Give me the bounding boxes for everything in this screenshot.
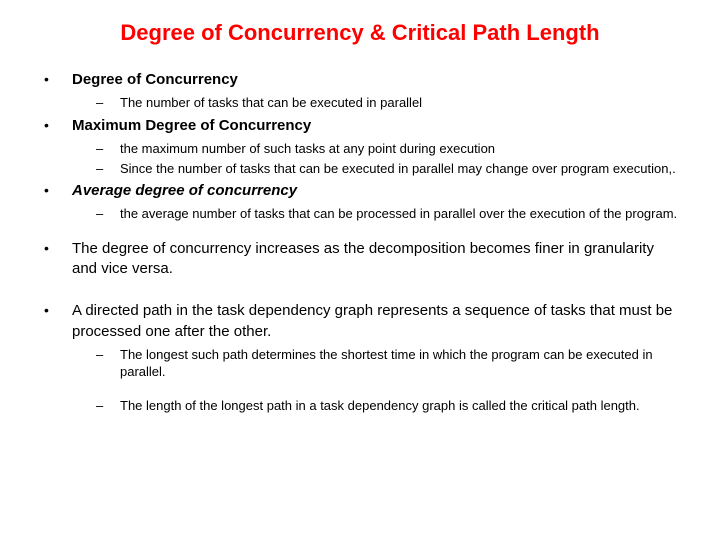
sub-text: The number of tasks that can be executed… — [120, 94, 422, 112]
sub-item: – The longest such path determines the s… — [96, 346, 680, 381]
sub-item: – Since the number of tasks that can be … — [96, 160, 680, 178]
bullet-marker: • — [40, 116, 72, 135]
bullet-item: • A directed path in the task dependency… — [40, 301, 680, 342]
bullet-heading: Average degree of concurrency — [72, 181, 297, 201]
bullet-item: • Degree of Concurrency — [40, 70, 680, 90]
sub-item: – The number of tasks that can be execut… — [96, 94, 680, 112]
sub-text: Since the number of tasks that can be ex… — [120, 160, 676, 178]
sub-text: The length of the longest path in a task… — [120, 397, 640, 415]
sub-item: – the maximum number of such tasks at an… — [96, 140, 680, 158]
bullet-heading: Maximum Degree of Concurrency — [72, 116, 311, 136]
bullet-marker: • — [40, 239, 72, 258]
sub-text: the maximum number of such tasks at any … — [120, 140, 495, 158]
sub-marker: – — [96, 346, 120, 364]
bullet-marker: • — [40, 181, 72, 200]
bullet-item: • Average degree of concurrency — [40, 181, 680, 201]
bullet-marker: • — [40, 70, 72, 89]
bullet-body: The degree of concurrency increases as t… — [72, 239, 680, 280]
sub-marker: – — [96, 94, 120, 112]
sub-marker: – — [96, 160, 120, 178]
slide-title: Degree of Concurrency & Critical Path Le… — [40, 20, 680, 46]
sub-marker: – — [96, 205, 120, 223]
sub-text: The longest such path determines the sho… — [120, 346, 680, 381]
bullet-marker: • — [40, 301, 72, 320]
bullet-body: A directed path in the task dependency g… — [72, 301, 680, 342]
sub-item: – the average number of tasks that can b… — [96, 205, 680, 223]
sub-item: – The length of the longest path in a ta… — [96, 397, 680, 415]
sub-text: the average number of tasks that can be … — [120, 205, 677, 223]
bullet-item: • The degree of concurrency increases as… — [40, 239, 680, 280]
bullet-heading: Degree of Concurrency — [72, 70, 238, 90]
sub-marker: – — [96, 397, 120, 415]
bullet-item: • Maximum Degree of Concurrency — [40, 116, 680, 136]
sub-marker: – — [96, 140, 120, 158]
